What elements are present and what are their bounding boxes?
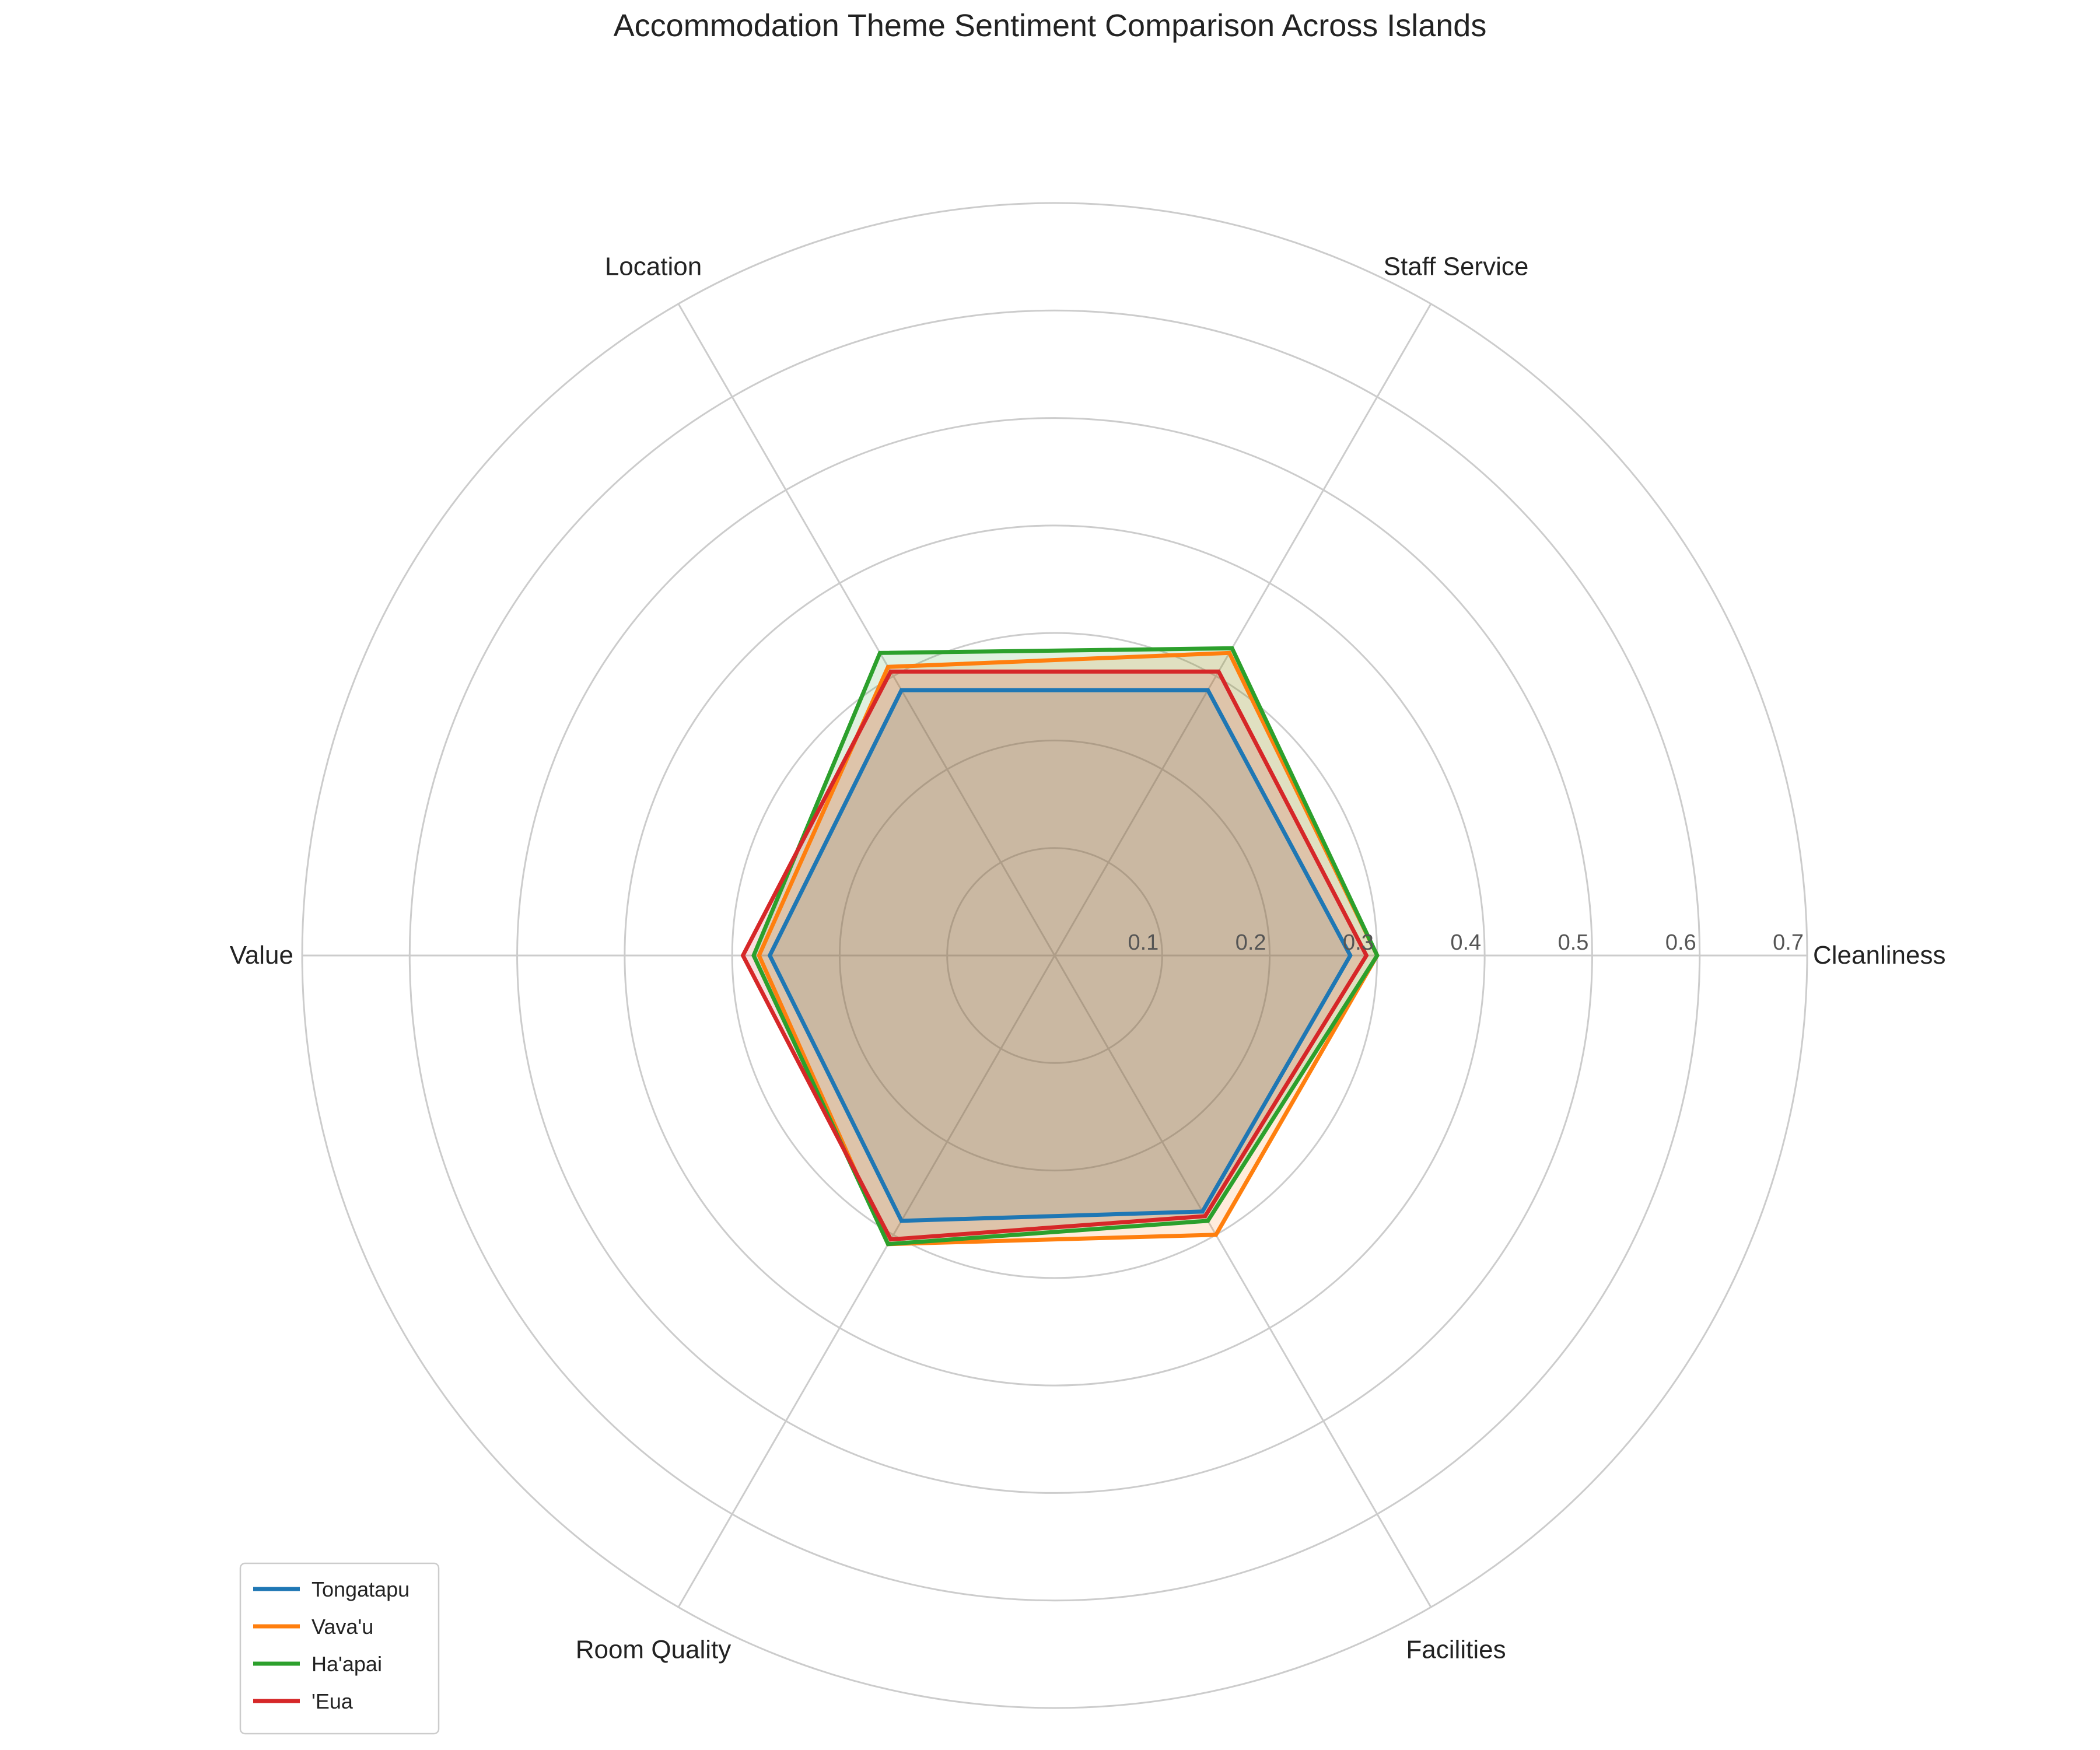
r-tick-label: 0.2 (1236, 930, 1266, 955)
axis-spoke (677, 303, 1056, 956)
legend-label: 'Eua (312, 1689, 354, 1713)
category-label: Value (230, 941, 293, 970)
data-point (886, 665, 890, 669)
data-point (1348, 954, 1352, 957)
legend-label: Vava'u (312, 1615, 373, 1639)
data-point (1364, 954, 1368, 957)
legend: Tongatapu Vava'u Ha'apai 'Eua (239, 1562, 440, 1735)
data-point (1203, 1214, 1207, 1218)
legend-label: Ha'apai (312, 1652, 382, 1676)
chart-title: Accommodation Theme Sentiment Comparison… (614, 8, 1487, 43)
data-point (741, 954, 745, 957)
data-point (900, 1219, 904, 1223)
legend-label: Tongatapu (312, 1577, 410, 1601)
r-tick-label: 0.6 (1665, 930, 1696, 955)
data-point (768, 954, 772, 957)
axis-spoke (677, 955, 1056, 1608)
category-label: Staff Service (1384, 253, 1529, 281)
data-point (1206, 1219, 1210, 1223)
axis-spoke (1054, 955, 1432, 1608)
data-point (1230, 646, 1234, 650)
r-tick-label: 0.4 (1450, 930, 1481, 955)
category-label: Facilities (1406, 1635, 1506, 1664)
axis-spoke (1054, 303, 1432, 956)
data-point (1227, 651, 1231, 655)
r-tick-label: 0.7 (1773, 930, 1804, 955)
data-point (752, 954, 755, 957)
category-label: Location (605, 253, 702, 281)
series-fill-1 (759, 653, 1377, 1244)
radar-grid (301, 202, 1808, 1709)
series-fill-2 (754, 648, 1377, 1244)
r-tick-label: 0.3 (1343, 930, 1374, 955)
data-point (1217, 670, 1221, 674)
data-point (1214, 1233, 1218, 1237)
data-point (900, 688, 904, 692)
legend-frame (239, 1562, 440, 1735)
r-tick-label: 0.1 (1128, 930, 1158, 955)
data-point (878, 651, 882, 655)
data-point (886, 1242, 890, 1246)
data-point (1206, 688, 1210, 692)
series-fill-3 (743, 671, 1367, 1240)
r-tick-label: 0.5 (1558, 930, 1589, 955)
radar-labels: 0.1 0.2 0.3 0.4 0.5 0.6 0.7 Cleanliness Staff Se… (230, 253, 1946, 1664)
data-point (757, 954, 761, 957)
radar-series (740, 646, 1380, 1247)
series-fill-0 (769, 690, 1350, 1221)
category-label: Cleanliness (1813, 941, 1945, 970)
data-point (888, 1237, 892, 1241)
data-point (888, 670, 892, 674)
data-point (1375, 954, 1379, 957)
category-label: Room Quality (576, 1635, 732, 1664)
data-point (1200, 1209, 1205, 1213)
